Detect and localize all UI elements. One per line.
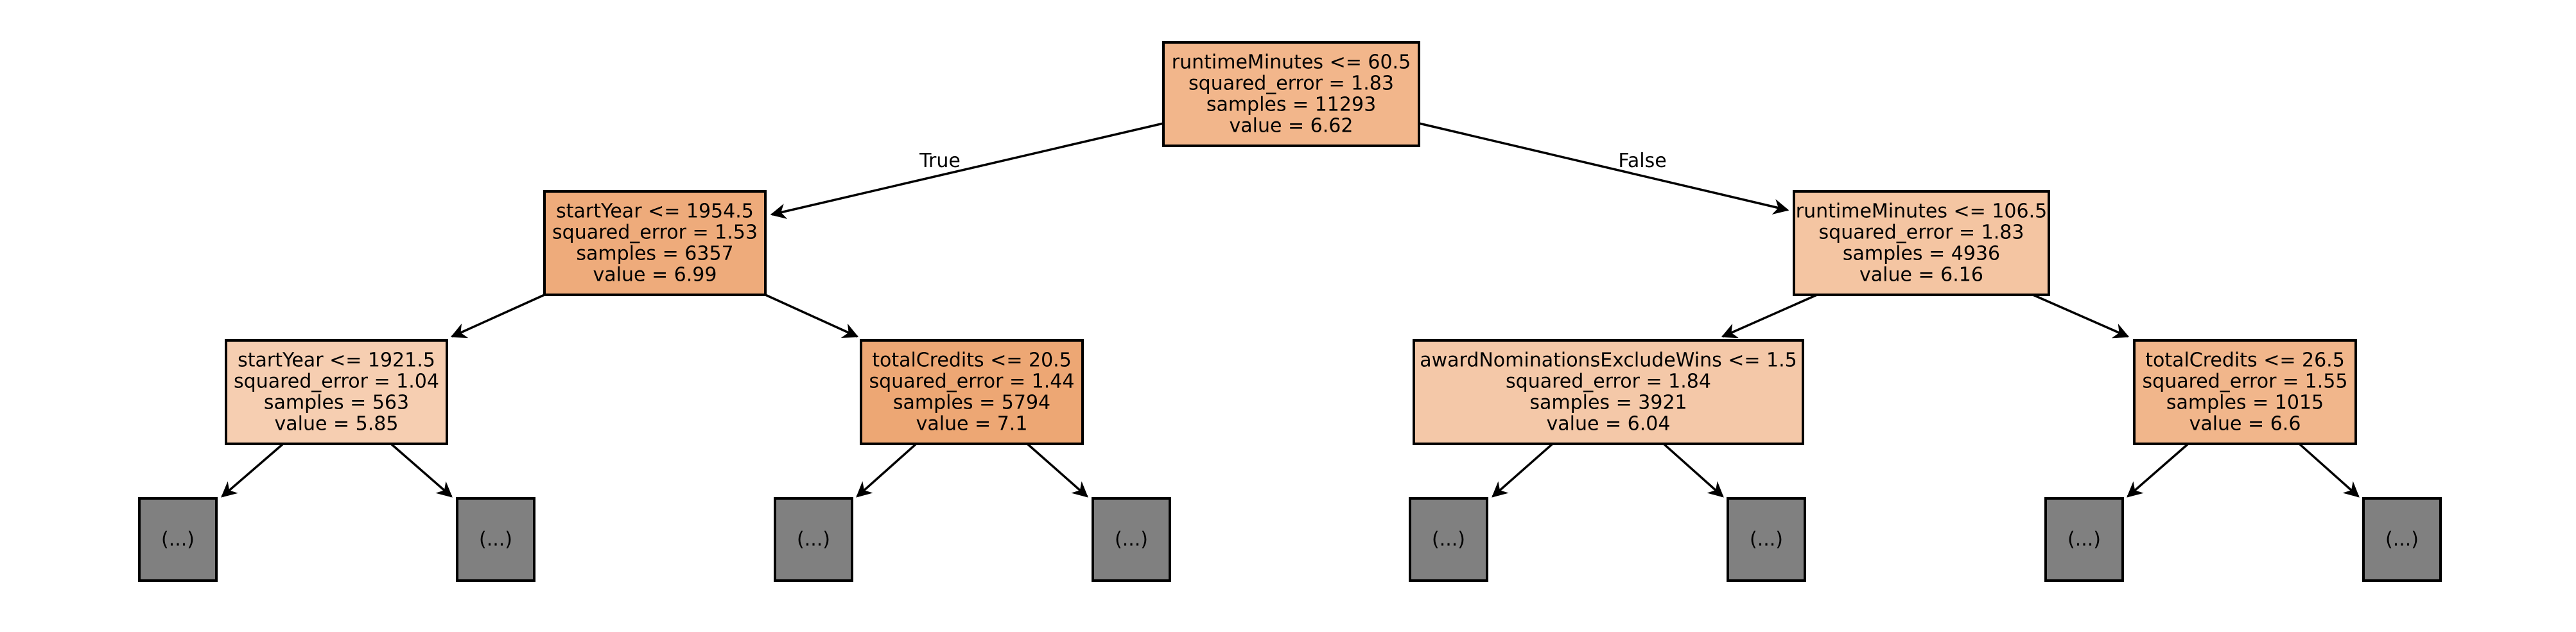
edge-arrow-n4-t3 — [1026, 443, 1088, 498]
truncated-node-t3: (...) — [1092, 497, 1171, 582]
node-text-line: value = 6.16 — [1859, 264, 1983, 286]
node-text-line: value = 6.99 — [593, 264, 717, 286]
node-text-line: (...) — [161, 529, 195, 551]
node-text-line: value = 6.6 — [2189, 413, 2301, 435]
node-text-line: (...) — [797, 529, 830, 551]
node-text-line: samples = 4936 — [1843, 243, 2000, 265]
node-text-line: awardNominationsExcludeWins <= 1.5 — [1420, 349, 1797, 372]
node-text-line: startYear <= 1921.5 — [238, 349, 435, 372]
node-text-line: (...) — [1750, 529, 1783, 551]
node-text-line: totalCredits <= 26.5 — [2145, 349, 2345, 372]
node-text-line: squared_error = 1.04 — [234, 371, 439, 393]
node-text-line: squared_error = 1.84 — [1506, 371, 1711, 393]
node-text-line: (...) — [1115, 529, 1148, 551]
truncated-node-t7: (...) — [2362, 497, 2442, 582]
node-box — [1409, 497, 1488, 582]
node-text-line: runtimeMinutes <= 106.5 — [1796, 200, 2047, 223]
edge-arrow-n2-n6 — [2032, 294, 2130, 338]
node-text-line: (...) — [1432, 529, 1465, 551]
node-box — [456, 497, 535, 582]
truncated-node-t5: (...) — [1727, 497, 1806, 582]
edge-arrow-n5-t4 — [1492, 443, 1554, 498]
node-text-line: (...) — [2385, 529, 2419, 551]
node-box — [860, 339, 1084, 445]
node-text-line: samples = 1015 — [2166, 392, 2324, 414]
truncated-node-t1: (...) — [456, 497, 535, 582]
node-box — [774, 497, 853, 582]
edge-arrow-n1-n3 — [450, 294, 545, 338]
node-box — [1413, 339, 1804, 445]
node-box — [1727, 497, 1806, 582]
truncated-node-t4: (...) — [1409, 497, 1488, 582]
node-box — [2362, 497, 2442, 582]
edge-label-false: False — [1618, 150, 1666, 172]
node-text-line: samples = 11293 — [1206, 94, 1376, 116]
node-box — [1793, 190, 2050, 296]
edge-arrow-n3-t0 — [221, 443, 284, 498]
node-text-line: totalCredits <= 20.5 — [872, 349, 1072, 372]
node-text-line: (...) — [2067, 529, 2101, 551]
node-text-line: samples = 3921 — [1529, 392, 1687, 414]
edge-arrow-n0-n2 — [1418, 122, 1789, 215]
edge-label-true: True — [919, 150, 961, 172]
node-text-line: samples = 6357 — [576, 243, 733, 265]
node-box — [138, 497, 218, 582]
node-text-line: (...) — [479, 529, 512, 551]
node-box — [2044, 497, 2124, 582]
node-text-line: startYear <= 1954.5 — [556, 200, 754, 223]
node-text-line: squared_error = 1.55 — [2143, 371, 2348, 393]
node-text-line: squared_error = 1.53 — [552, 222, 758, 244]
edge-arrow-n2-n5 — [1721, 294, 1818, 338]
edge-arrow-n4-t2 — [856, 443, 918, 498]
node-text-line: squared_error = 1.44 — [869, 371, 1075, 393]
edge-arrow-n3-t1 — [390, 443, 453, 498]
node-text-line: value = 6.62 — [1230, 115, 1353, 137]
edge-arrow-n1-n4 — [765, 294, 859, 338]
node-text-line: value = 7.1 — [916, 413, 1028, 435]
node-text-line: squared_error = 1.83 — [1188, 73, 1394, 95]
node-box — [225, 339, 448, 445]
truncated-node-t2: (...) — [774, 497, 853, 582]
node-box — [2133, 339, 2357, 445]
truncated-node-t6: (...) — [2044, 497, 2124, 582]
node-text-line: samples = 5794 — [893, 392, 1050, 414]
node-text-line: value = 6.04 — [1547, 413, 1671, 435]
edge-arrow-n5-t5 — [1662, 443, 1724, 498]
node-text-line: squared_error = 1.83 — [1819, 222, 2024, 244]
truncated-node-t0: (...) — [138, 497, 218, 582]
edge-arrow-n0-n1 — [770, 122, 1164, 219]
node-text-line: value = 5.85 — [275, 413, 399, 435]
node-text-line: samples = 563 — [264, 392, 409, 414]
edge-arrow-n6-t6 — [2127, 443, 2189, 498]
node-box — [543, 190, 767, 296]
edge-arrow-n6-t7 — [2298, 443, 2360, 498]
node-box — [1162, 41, 1420, 147]
edges-layer: True False — [221, 122, 2360, 498]
node-text-line: runtimeMinutes <= 60.5 — [1172, 51, 1411, 74]
node-box — [1092, 497, 1171, 582]
tree-node-n5: awardNominationsExcludeWins <= 1.5square… — [1413, 339, 1804, 445]
